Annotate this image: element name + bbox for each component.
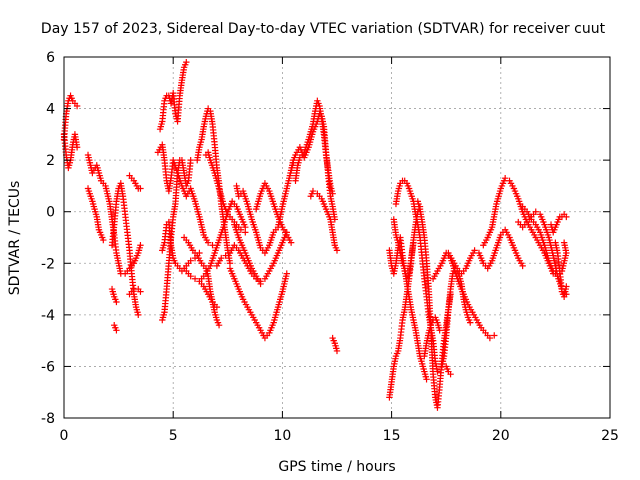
- data-point: [187, 156, 194, 164]
- data-point: [563, 213, 570, 221]
- x-tick-label: 20: [492, 428, 510, 444]
- data-point: [309, 187, 317, 195]
- series-sat-n: [159, 218, 203, 275]
- data-point: [532, 208, 539, 215]
- data-point: [218, 254, 225, 262]
- data-point: [137, 288, 144, 295]
- series-sat-al: [445, 226, 526, 277]
- series-sat-h: [126, 285, 144, 298]
- series-sat-j: [121, 242, 144, 277]
- data-point: [137, 185, 144, 192]
- data-point: [329, 190, 336, 197]
- data-point: [204, 239, 212, 246]
- y-tick-label: -6: [41, 359, 55, 375]
- y-tick-label: 0: [46, 205, 55, 221]
- data-point: [222, 252, 229, 259]
- chart-title: Day 157 of 2023, Sidereal Day-to-day VTE…: [41, 21, 606, 37]
- data-point: [283, 270, 290, 277]
- series-sat-p: [180, 265, 221, 311]
- data-point: [287, 239, 295, 246]
- series-sat-y: [287, 110, 339, 223]
- y-tick-label: 6: [46, 50, 55, 66]
- x-tick-label: 10: [273, 428, 291, 444]
- data-point: [467, 319, 474, 326]
- data-point: [501, 174, 509, 182]
- data-point: [333, 347, 341, 355]
- x-tick-label: 15: [383, 428, 401, 444]
- data-point: [137, 242, 144, 249]
- data-point: [73, 102, 81, 110]
- series-sat-ak: [443, 363, 454, 378]
- x-tick-label: 0: [60, 428, 69, 444]
- x-tick-label: 5: [169, 428, 178, 444]
- grid: [64, 57, 610, 418]
- plot-frame: [63, 56, 611, 419]
- y-tick-label: 2: [46, 153, 55, 169]
- data-point: [436, 327, 443, 334]
- x-tick-label: 25: [601, 428, 619, 444]
- data-point: [113, 298, 120, 306]
- data-point: [73, 144, 81, 151]
- axis-ticks: -8 -6 -4 -2 0 2 4 6 0 5 10 15 20 25: [41, 50, 619, 444]
- series-sat-x: [252, 180, 295, 246]
- series-sat-ab: [329, 334, 341, 355]
- x-axis-label: GPS time / hours: [278, 459, 395, 475]
- series-sat-g: [111, 321, 120, 334]
- series-sat-w: [233, 159, 297, 257]
- series-sat-ag: [414, 198, 454, 411]
- y-tick-label: 4: [46, 102, 55, 118]
- series-sat-i: [126, 172, 144, 192]
- series-sat-l: [156, 58, 190, 133]
- data-point: [333, 247, 341, 254]
- data-point: [187, 257, 194, 264]
- series-sat-z: [292, 97, 336, 197]
- series-sat-ap: [547, 211, 570, 236]
- series-sat-ad: [390, 216, 430, 383]
- series-sat-aq: [552, 239, 570, 301]
- y-tick-label: -2: [41, 256, 55, 272]
- series-sat-s: [198, 198, 249, 282]
- series-sat-c: [84, 151, 124, 277]
- y-tick-label: -4: [41, 308, 55, 324]
- series-sat-aj: [438, 265, 474, 370]
- series-sat-ao: [519, 203, 570, 280]
- data-point: [563, 283, 570, 290]
- data-point: [491, 332, 498, 339]
- data-point: [215, 321, 223, 329]
- data-point: [191, 275, 199, 282]
- data-points: [60, 58, 570, 411]
- data-point: [486, 334, 494, 342]
- data-point: [135, 311, 142, 319]
- data-point: [471, 247, 478, 254]
- series-sat-q: [194, 105, 234, 267]
- data-point: [423, 376, 430, 383]
- data-point: [100, 236, 107, 244]
- data-point: [447, 370, 454, 378]
- data-point: [183, 58, 190, 66]
- series-sat-d: [84, 185, 107, 244]
- data-point: [519, 262, 526, 270]
- series-sat-v: [231, 221, 264, 288]
- data-point: [187, 272, 194, 280]
- series-sat-aa: [307, 187, 341, 254]
- data-point: [257, 280, 264, 288]
- series-sat-ah: [421, 314, 443, 360]
- series-sat-f: [108, 285, 120, 306]
- series-sat-e: [108, 180, 142, 319]
- series-sat-r: [202, 149, 249, 236]
- data-point: [113, 327, 120, 334]
- data-point: [213, 303, 221, 311]
- data-point: [242, 223, 249, 231]
- y-axis-label: SDTVAR / TECUs: [7, 181, 23, 296]
- series-sat-u: [226, 265, 290, 342]
- y-tick-label: -8: [41, 411, 55, 427]
- data-point: [560, 239, 568, 246]
- series-sat-m: [159, 156, 194, 324]
